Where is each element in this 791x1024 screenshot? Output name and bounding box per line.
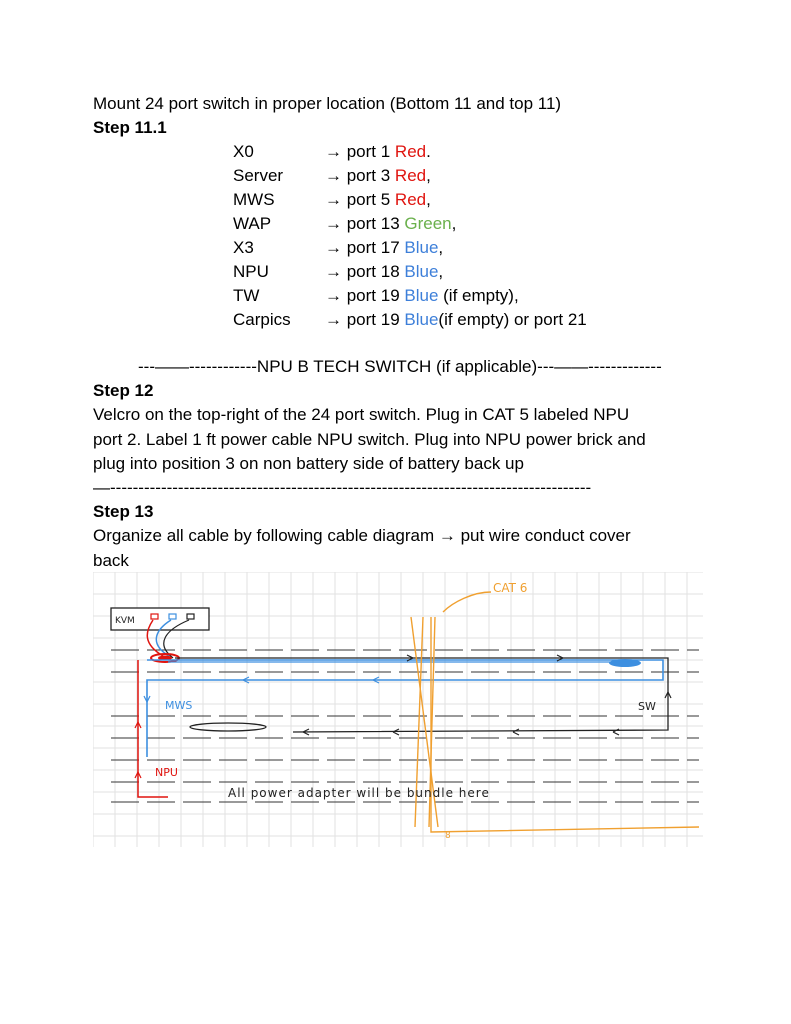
- red-arrows: [134, 721, 142, 779]
- eight-label: 8: [445, 831, 451, 841]
- device-name: NPU: [233, 262, 269, 281]
- port-suffix: .: [426, 142, 431, 161]
- device-name: WAP: [233, 214, 272, 233]
- port-row: Carpics → port 19 Blue(if empty) or port …: [233, 308, 587, 332]
- port-mapping: → port 19: [325, 286, 405, 305]
- port-suffix: (if empty),: [438, 286, 519, 305]
- cable-color: Blue: [404, 286, 439, 305]
- port-row: NPU → port 18 Blue,: [233, 260, 443, 284]
- cable-diagram: KVM CAT 6 8: [93, 572, 703, 847]
- npu-label: NPU: [155, 766, 178, 779]
- power-adapter-note: All power adapter will be bundle here: [228, 786, 490, 800]
- cable-color: Blue: [404, 238, 439, 257]
- blue-arrows: [143, 676, 380, 703]
- port-suffix: ,: [438, 238, 444, 257]
- step-12-line: port 2. Label 1 ft power cable NPU switc…: [93, 429, 646, 449]
- cable-color: Blue: [404, 310, 439, 329]
- port-mapping: → port 13: [325, 214, 405, 233]
- kvm-port-black: [186, 613, 195, 620]
- cat-cable-bundle: [410, 591, 700, 833]
- step-12-line: plug into position 3 on non battery side…: [93, 454, 524, 473]
- cable-color: Green: [404, 214, 452, 233]
- device-name: Carpics: [233, 310, 291, 329]
- intro-text: Mount 24 port switch in proper location …: [93, 94, 562, 113]
- port-mapping: → port 1: [325, 142, 395, 161]
- long-separator: —---------------------------------------…: [93, 478, 592, 497]
- step-12-line: Velcro on the top-right of the 24 port s…: [93, 405, 630, 424]
- kvm-label: KVM: [115, 616, 135, 626]
- cable-color: Red: [394, 190, 427, 209]
- red-cable-vertical: [137, 660, 168, 798]
- cable-color: Red: [394, 166, 427, 185]
- port-suffix: ,: [426, 166, 431, 185]
- step-13-title: Step 13: [93, 502, 154, 521]
- cable-color: Blue: [404, 262, 439, 281]
- step-13-text: Organize all cable by following cable di…: [93, 524, 703, 573]
- sw-label: SW: [638, 700, 656, 713]
- device-name: Server: [233, 166, 284, 185]
- port-row: WAP → port 13 Green,: [233, 212, 456, 236]
- port-suffix: (if empty) or port 21: [438, 310, 587, 329]
- step-13-line: back: [93, 550, 129, 570]
- port-suffix: ,: [426, 190, 431, 209]
- step-12-text: Velcro on the top-right of the 24 port s…: [93, 403, 703, 477]
- port-mapping: → port 19: [325, 310, 405, 329]
- port-mapping: → port 17: [325, 238, 405, 257]
- cat-label: CAT 6: [493, 581, 527, 595]
- black-cable-coil: [189, 722, 267, 732]
- device-name: X0: [233, 142, 254, 161]
- kvm-port-blue: [168, 613, 177, 620]
- port-row: TW → port 19 Blue (if empty),: [233, 284, 519, 308]
- step-13-line: Organize all cable by following cable di…: [93, 526, 631, 545]
- kvm-port-red: [150, 613, 159, 620]
- port-suffix: ,: [438, 262, 444, 281]
- port-mapping: → port 3: [325, 166, 395, 185]
- port-row: MWS → port 5 Red,: [233, 188, 431, 212]
- port-row: Server → port 3 Red,: [233, 164, 431, 188]
- cable-color: Red: [394, 142, 427, 161]
- rack-rails: [111, 649, 699, 803]
- device-name: MWS: [233, 190, 275, 209]
- flow-arrows: [302, 654, 672, 736]
- mws-label: MWS: [165, 699, 192, 712]
- port-mapping: → port 5: [325, 190, 395, 209]
- port-row: X0 → port 1 Red.: [233, 140, 431, 164]
- npu-switch-separator: ---——------------NPU B TECH SWITCH (if a…: [138, 357, 662, 376]
- device-name: X3: [233, 238, 254, 257]
- kvm-blue-cable: [155, 619, 172, 657]
- blue-port-scribble: [609, 659, 641, 667]
- port-mapping: → port 18: [325, 262, 405, 281]
- kvm-red-cable: [146, 619, 164, 657]
- step-11-1-title: Step 11.1: [93, 118, 167, 137]
- port-row: X3 → port 17 Blue,: [233, 236, 443, 260]
- device-name: TW: [233, 286, 260, 305]
- port-suffix: ,: [451, 214, 457, 233]
- step-12-title: Step 12: [93, 381, 154, 400]
- blue-cable-route: [146, 659, 664, 757]
